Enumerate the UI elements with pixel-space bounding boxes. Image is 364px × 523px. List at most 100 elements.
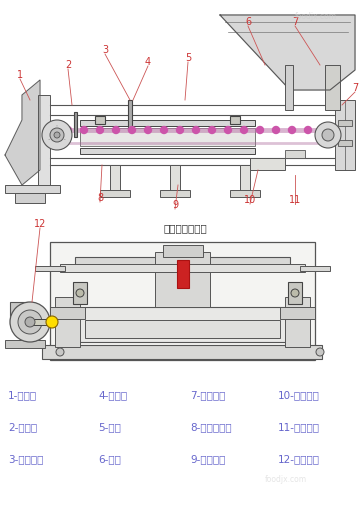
Circle shape — [225, 127, 232, 133]
Bar — [42, 345, 322, 359]
Text: 7: 7 — [352, 83, 358, 93]
Bar — [30, 319, 52, 325]
Bar — [280, 307, 315, 319]
Text: 1-卸料罩: 1-卸料罩 — [8, 390, 37, 400]
Text: 5-称体: 5-称体 — [98, 422, 121, 432]
Bar — [110, 165, 120, 193]
Text: 2-标定棒: 2-标定棒 — [8, 422, 37, 432]
Bar — [35, 266, 65, 271]
Bar — [288, 282, 302, 304]
Circle shape — [177, 127, 183, 133]
Bar — [250, 158, 285, 170]
Bar — [325, 65, 340, 110]
Circle shape — [80, 127, 87, 133]
Bar — [285, 297, 310, 347]
Bar — [50, 307, 85, 319]
Text: 7-张紧装置: 7-张紧装置 — [190, 390, 225, 400]
Bar — [240, 165, 250, 193]
Text: 1: 1 — [17, 70, 23, 80]
Text: 12: 12 — [34, 219, 46, 229]
Circle shape — [241, 127, 248, 133]
Circle shape — [289, 127, 296, 133]
Bar — [73, 282, 87, 304]
Bar — [338, 140, 352, 146]
Bar — [285, 65, 293, 110]
Text: foodjx.com: foodjx.com — [295, 12, 337, 21]
Bar — [50, 242, 315, 360]
Circle shape — [42, 120, 72, 150]
Bar — [163, 245, 203, 257]
Circle shape — [145, 127, 151, 133]
Bar — [0, 0, 364, 230]
Circle shape — [193, 127, 199, 133]
Circle shape — [76, 289, 84, 297]
Bar — [100, 190, 130, 197]
Circle shape — [322, 129, 334, 141]
Bar — [155, 252, 210, 307]
Polygon shape — [220, 15, 355, 90]
Text: 12-传动装置: 12-传动装置 — [278, 454, 320, 464]
Bar — [80, 120, 255, 126]
Text: 4-挡料板: 4-挡料板 — [98, 390, 127, 400]
Text: 8: 8 — [97, 193, 103, 203]
Bar — [5, 185, 60, 193]
Circle shape — [112, 127, 119, 133]
Text: 8-称重传感器: 8-称重传感器 — [190, 422, 232, 432]
Text: 3-称量框架: 3-称量框架 — [8, 454, 43, 464]
Text: 11-清扫装置: 11-清扫装置 — [278, 422, 320, 432]
Text: 4: 4 — [145, 57, 151, 67]
Bar — [60, 264, 305, 272]
Text: 7: 7 — [292, 17, 298, 27]
Bar — [230, 116, 240, 124]
Text: 6-料斗: 6-料斗 — [98, 454, 121, 464]
Bar — [335, 100, 355, 170]
Bar — [95, 116, 105, 124]
Text: 11: 11 — [289, 195, 301, 205]
Circle shape — [10, 302, 50, 342]
Bar — [338, 120, 352, 126]
Circle shape — [161, 127, 167, 133]
Bar — [80, 148, 255, 154]
Text: 2: 2 — [65, 60, 71, 70]
Circle shape — [18, 310, 42, 334]
Bar — [10, 302, 30, 324]
Circle shape — [64, 127, 71, 133]
Bar — [160, 190, 190, 197]
Bar — [15, 193, 45, 203]
Text: 9-环型皮带: 9-环型皮带 — [190, 454, 225, 464]
Bar — [80, 128, 255, 146]
Bar — [170, 165, 180, 193]
Circle shape — [209, 127, 215, 133]
Circle shape — [257, 127, 264, 133]
Bar — [128, 100, 132, 130]
Polygon shape — [5, 80, 40, 185]
Circle shape — [56, 348, 64, 356]
Circle shape — [50, 128, 64, 142]
Circle shape — [25, 317, 35, 327]
Bar — [5, 340, 45, 348]
Circle shape — [54, 132, 60, 138]
Bar — [75, 257, 290, 267]
Text: foodjx.com: foodjx.com — [265, 475, 307, 484]
Circle shape — [273, 127, 280, 133]
Bar — [55, 297, 80, 347]
Circle shape — [291, 289, 299, 297]
Circle shape — [46, 316, 58, 328]
Bar — [74, 112, 77, 137]
Bar — [38, 95, 50, 190]
Bar — [300, 266, 330, 271]
Bar — [75, 307, 290, 342]
Circle shape — [96, 127, 103, 133]
Text: 10-纠偏装置: 10-纠偏装置 — [278, 390, 320, 400]
Text: 3: 3 — [102, 45, 108, 55]
Text: 6: 6 — [245, 17, 251, 27]
Text: 5: 5 — [185, 53, 191, 63]
Bar — [177, 260, 189, 288]
Text: （折去卸料罩）: （折去卸料罩） — [163, 223, 207, 233]
Bar — [230, 190, 260, 197]
Circle shape — [315, 122, 341, 148]
Bar — [285, 150, 305, 158]
Text: 9: 9 — [172, 200, 178, 210]
Bar — [85, 320, 280, 338]
Circle shape — [305, 127, 312, 133]
